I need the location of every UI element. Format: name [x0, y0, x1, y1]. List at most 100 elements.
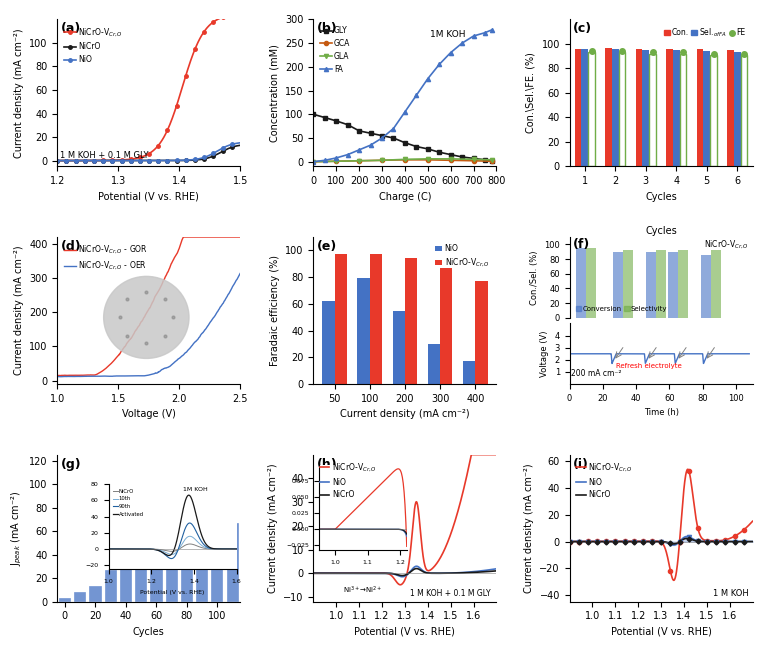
NiO [748, 538, 757, 545]
Bar [74, 592, 86, 602]
Bar [181, 529, 193, 602]
Bar [405, 258, 417, 384]
Line: NiCrO: NiCrO [56, 144, 242, 162]
Text: (c): (c) [573, 23, 592, 36]
Text: (h): (h) [317, 457, 338, 470]
NiO [219, 144, 228, 151]
Bar [335, 254, 347, 384]
Line: NiO: NiO [313, 566, 497, 576]
NiCrO-V$_{Cr, O}$ - OER [164, 363, 173, 371]
NiCrO-V$_{Cr, O}$ - GOR [179, 233, 188, 241]
NiCrO-V$_{Cr, O}$ [235, 10, 244, 18]
Bar [166, 531, 178, 602]
NiCrO [235, 142, 244, 149]
Legend: Con., Sel.$_{of FA}$, FE: Con., Sel.$_{of FA}$, FE [661, 23, 749, 42]
GLY [487, 157, 497, 164]
NiCrO-V$_{Cr, O}$ - OER [211, 312, 220, 320]
NiCrO-V$_{Cr, O}$ [165, 122, 174, 130]
NiCrO [432, 569, 441, 577]
GLY [389, 134, 398, 142]
NiCrO [219, 147, 228, 155]
NiCrO-V$_{Cr, O}$ [597, 538, 607, 545]
NiO [704, 538, 713, 545]
GLY [332, 117, 341, 125]
FA [469, 32, 478, 40]
FA [400, 108, 410, 116]
Bar [711, 250, 721, 318]
Bar [212, 525, 224, 602]
Bar [704, 51, 711, 166]
NiCrO [748, 538, 757, 545]
NiCrO [412, 565, 421, 573]
NiO [162, 157, 171, 164]
NiCrO-V$_{Cr, O}$ [648, 537, 657, 545]
NiCrO-V$_{Cr, O}$ [53, 157, 62, 164]
NiCrO [162, 157, 171, 164]
Bar [586, 248, 596, 318]
Bar [358, 278, 370, 384]
GCA [377, 157, 387, 164]
NiCrO-V$_{Cr, O}$ [467, 451, 476, 459]
Text: (d): (d) [61, 240, 82, 253]
Bar [711, 55, 717, 166]
FA [423, 75, 432, 83]
Bar [649, 54, 656, 166]
NiCrO-V$_{Cr, O}$ - GOR [56, 371, 65, 379]
NiCrO-V$_{Cr, O}$ - OER [235, 269, 244, 277]
FA [366, 141, 375, 149]
NiCrO-V$_{Cr, O}$ [161, 130, 170, 138]
Bar [740, 55, 747, 166]
Y-axis label: Current density (mA cm⁻²): Current density (mA cm⁻²) [268, 463, 278, 593]
NiCrO-V$_{Cr, O}$ [356, 569, 365, 577]
GLA [354, 157, 364, 164]
Bar [646, 252, 656, 318]
GCA [354, 157, 364, 164]
Bar [701, 255, 711, 318]
GLY [458, 153, 467, 161]
NiCrO-V$_{Cr, O}$ [669, 576, 678, 584]
GCA [469, 157, 478, 164]
Bar [393, 311, 405, 384]
NiCrO-V$_{Cr, O}$ - GOR [170, 254, 179, 262]
NiCrO [688, 536, 697, 543]
Bar [581, 49, 588, 166]
Y-axis label: Con.\Sel.\FE. (%): Con.\Sel.\FE. (%) [526, 52, 536, 133]
GLY [435, 148, 444, 156]
Text: 1 M KOH + 0.1 M GLY: 1 M KOH + 0.1 M GLY [60, 151, 149, 160]
NiO [648, 538, 657, 545]
NiCrO-V$_{Cr, O}$ [704, 537, 713, 545]
NiCrO [612, 538, 621, 545]
Line: NiCrO: NiCrO [313, 569, 497, 576]
NiO [235, 139, 244, 147]
NiCrO-V$_{Cr, O}$ [342, 569, 351, 577]
Bar [643, 50, 649, 166]
FA [343, 151, 352, 159]
GCA [446, 157, 455, 164]
Bar [370, 254, 382, 384]
GLY [446, 151, 455, 159]
NiO [417, 566, 426, 574]
Text: (f): (f) [573, 238, 591, 251]
GLY [366, 129, 375, 137]
NiCrO [673, 539, 682, 547]
Line: GLY: GLY [312, 112, 494, 163]
NiCrO-V$_{Cr, O}$ [309, 569, 318, 577]
Bar [576, 248, 586, 318]
Bar [120, 557, 132, 602]
GLA [446, 155, 455, 163]
X-axis label: Potential (V vs. RHE): Potential (V vs. RHE) [354, 627, 455, 637]
Bar [727, 50, 734, 166]
NiCrO [492, 567, 501, 575]
Bar [440, 268, 452, 384]
NiCrO [704, 538, 713, 545]
Line: NiCrO-V$_{Cr, O}$ - GOR: NiCrO-V$_{Cr, O}$ - GOR [57, 237, 240, 375]
NiO [432, 569, 441, 577]
NiO [412, 562, 421, 570]
NiCrO [417, 567, 426, 575]
Bar [463, 362, 475, 384]
GLY [412, 142, 421, 150]
GCA [309, 158, 318, 166]
Y-axis label: Faradaic efficiency (%): Faradaic efficiency (%) [270, 255, 280, 366]
NiCrO-V$_{Cr, O}$ [565, 538, 575, 545]
NiCrO-V$_{Cr, O}$ [162, 129, 171, 137]
